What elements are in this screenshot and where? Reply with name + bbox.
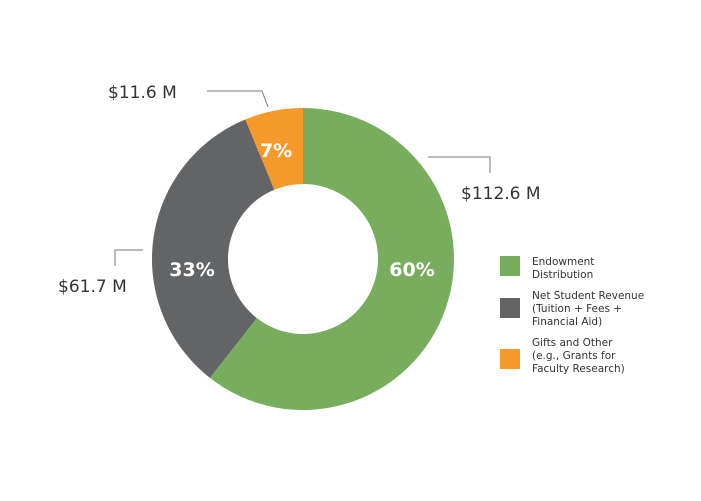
legend-item-gifts: Gifts and Other (e.g., Grants for Facult…	[500, 337, 690, 376]
legend-label: Endowment Distribution	[532, 256, 595, 281]
percent-label-student: 33%	[169, 259, 214, 281]
legend-swatch	[500, 349, 520, 369]
value-label-gifts: $11.6 M	[108, 83, 177, 103]
value-label-endowment: $112.6 M	[461, 184, 541, 204]
percent-label-endowment: 60%	[389, 259, 434, 281]
legend-label: Gifts and Other (e.g., Grants for Facult…	[532, 337, 625, 375]
legend-swatch	[500, 298, 520, 318]
leader-line-student	[114, 249, 143, 266]
slice-student-revenue	[152, 119, 275, 378]
value-label-student: $61.7 M	[58, 277, 127, 297]
leader-lines	[114, 90, 491, 266]
legend-label: Net Student Revenue (Tuition + Fees + Fi…	[532, 290, 645, 328]
percent-label-gifts: 7%	[260, 140, 292, 162]
legend-item-student-revenue: Net Student Revenue (Tuition + Fees + Fi…	[500, 290, 690, 329]
leader-line-endowment	[428, 156, 491, 173]
donut-slices	[152, 108, 454, 410]
slice-gifts	[245, 108, 303, 190]
slice-endowment	[209, 108, 454, 410]
legend-item-endowment: Endowment Distribution	[500, 256, 690, 282]
legend-swatch	[500, 256, 520, 276]
legend: Endowment Distribution Net Student Reven…	[500, 256, 690, 384]
leader-line-gifts	[207, 90, 269, 108]
